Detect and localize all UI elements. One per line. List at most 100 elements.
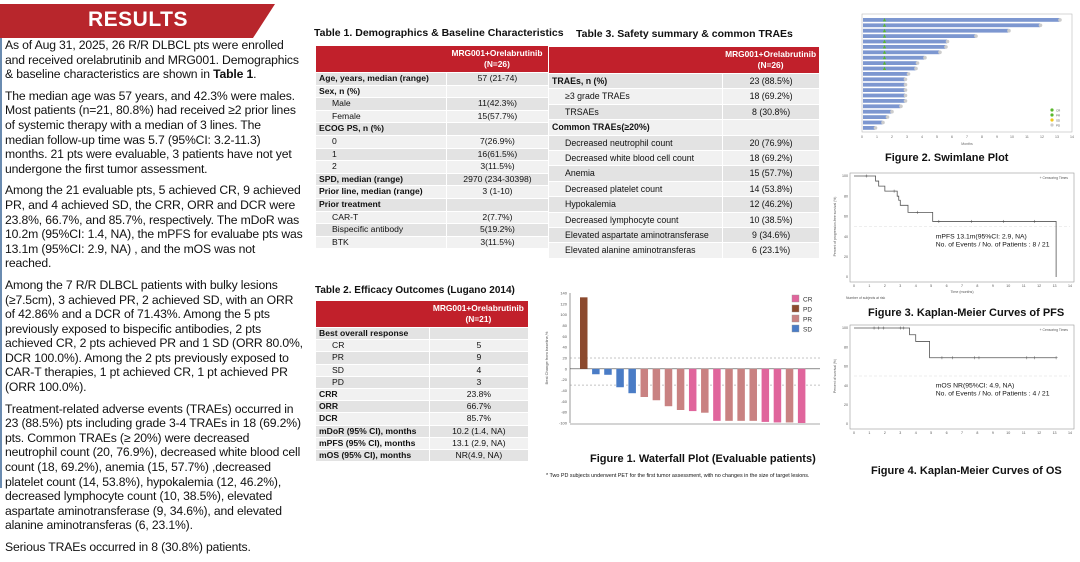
table-header: MRG001+Orelabrutinib (N=26)	[316, 46, 548, 72]
km-annotation: mOS NR(95%CI: 4.9, NA)	[936, 383, 1015, 390]
table-row: mPFS (95% CI), months 13.1 (2.9, NA)	[316, 437, 528, 450]
bar-cr	[761, 368, 770, 422]
end-marker	[890, 109, 894, 114]
row-label: Decreased neutrophil count	[549, 135, 723, 151]
x-tick-label: 4	[915, 431, 917, 435]
table-row: Prior treatment	[316, 198, 548, 211]
row-value: 23.8%	[428, 389, 528, 401]
row-value	[445, 198, 548, 211]
y-tick-label: 60	[844, 365, 848, 369]
column-divider	[0, 38, 2, 488]
row-value: 23 (88.5%)	[722, 74, 819, 89]
swimlane-bar	[863, 88, 905, 92]
y-tick-label: 20	[563, 356, 568, 361]
km-annotation: No. of Events / No. of Patients : 8 / 21	[936, 242, 1050, 249]
censor-mark	[969, 219, 973, 223]
table-row: SD 4	[316, 364, 528, 376]
figure4-caption: Figure 4. Kaplan-Meier Curves of OS	[871, 465, 1062, 477]
row-value: 15(57.7%)	[445, 110, 548, 123]
swimlane-bar	[863, 28, 1009, 33]
table-row: Decreased platelet count 14 (53.8%)	[549, 181, 819, 197]
y-tick-label: 0	[846, 422, 848, 426]
x-tick-label: 5	[936, 135, 938, 139]
legend-label: PD	[1056, 123, 1061, 127]
swimlane-bar	[863, 99, 905, 103]
bar-pd	[580, 297, 588, 369]
row-value: 6 (23.1%)	[722, 243, 819, 258]
table-row: 1 16(61.5%)	[316, 148, 548, 161]
x-tick-label: 14	[1070, 135, 1074, 139]
row-value: 14 (53.8%)	[722, 181, 819, 197]
row-label: 2	[316, 161, 446, 173]
table-ref: Table 1	[213, 67, 254, 82]
y-tick-label: 100	[842, 326, 848, 330]
row-value: NR(4.9, NA)	[428, 450, 528, 462]
legend-label: + Censoring Times	[1040, 176, 1069, 180]
table-row: CR 5	[316, 340, 528, 352]
row-label: CAR-T	[316, 211, 446, 224]
legend-label: CR	[1056, 108, 1061, 112]
y-tick-label: 40	[844, 384, 848, 388]
end-marker	[873, 126, 878, 130]
table3-title: Table 3. Safety summary & common TRAEs	[576, 28, 793, 40]
y-tick-label: 80	[563, 323, 568, 328]
censor-mark	[1033, 219, 1037, 223]
table-row: Prior line, median (range) 3 (1-10)	[316, 186, 548, 198]
x-tick-label: 6	[946, 431, 948, 435]
bar-pr	[676, 368, 685, 410]
row-label: PR	[316, 352, 429, 364]
x-tick-label: 11	[1022, 431, 1026, 435]
y-tick-label: -40	[561, 388, 568, 393]
table1: MRG001+Orelabrutinib (N=26) Age, years, me…	[316, 45, 548, 249]
end-marker	[1007, 28, 1011, 33]
paragraph-serious: Serious TRAEs occurred in 8 (30.8%) pati…	[5, 540, 251, 554]
bar-pr	[749, 368, 757, 421]
end-marker	[881, 120, 885, 125]
y-axis-label: Best Change from baseline,%	[544, 331, 549, 384]
paragraph-demographics: The median age was 57 years, and 42.3% w…	[5, 88, 296, 176]
table-header: MRG001+Orelabrutinib (N=21)	[316, 301, 528, 327]
row-value	[445, 123, 548, 135]
paragraph-enrollment: As of Aug 31, 2025, 26 R/R DLBCL pts wer…	[5, 38, 299, 82]
table-row: PD 3	[316, 376, 528, 389]
end-marker	[903, 99, 908, 103]
legend-label: PR	[803, 317, 812, 324]
censor-mark	[972, 356, 976, 360]
table-row: ORR 66.7%	[316, 401, 528, 413]
row-label: BTK	[316, 236, 446, 249]
legend-marker	[1050, 123, 1054, 127]
row-label: CRR	[316, 389, 429, 401]
row-label: Elevated alanine aminotransferas	[549, 243, 723, 258]
censor-mark	[864, 174, 868, 178]
x-tick-label: 13	[1055, 135, 1059, 139]
swimlane-bar	[863, 93, 905, 98]
x-tick-label: 9	[992, 284, 994, 288]
waterfall-chart: -100 -80 -60 -40 -20 0 20 40 60 80 100 120 140 Best C…	[544, 291, 820, 426]
censor-mark	[898, 326, 902, 330]
km-annotation: mPFS 13.1m(95%CI: 2.9, NA)	[936, 234, 1027, 241]
x-tick-label: 0	[853, 431, 855, 435]
row-value: 2(7.7%)	[445, 211, 548, 224]
table-row: Decreased lymphocyte count 10 (38.5%)	[549, 212, 819, 228]
x-tick-label: 11	[1022, 284, 1026, 288]
table-row: mDoR (95% CI), months 10.2 (1.4, NA)	[316, 425, 528, 437]
row-label: Male	[316, 98, 446, 110]
row-value: 57 (21-74)	[445, 73, 548, 85]
table-row: Male 11(42.3%)	[316, 98, 548, 110]
row-value: 5(19.2%)	[445, 224, 548, 236]
bar-pr	[652, 368, 661, 401]
table1-title: Table 1. Demographics & Baseline Charact…	[314, 27, 564, 39]
censor-mark	[915, 210, 919, 214]
y-tick-label: -80	[561, 410, 568, 415]
row-label: CR	[316, 340, 429, 352]
y-tick-label: 140	[560, 291, 567, 296]
y-tick-label: 20	[844, 403, 848, 407]
x-tick-label: 1	[868, 284, 870, 288]
end-marker	[906, 72, 911, 76]
x-axis-label: Time (months)	[950, 290, 973, 294]
x-tick-label: 5	[930, 431, 932, 435]
swimlane-bar	[863, 120, 883, 125]
bar-sd	[592, 368, 600, 375]
row-label: Age, years, median (range)	[316, 73, 446, 85]
